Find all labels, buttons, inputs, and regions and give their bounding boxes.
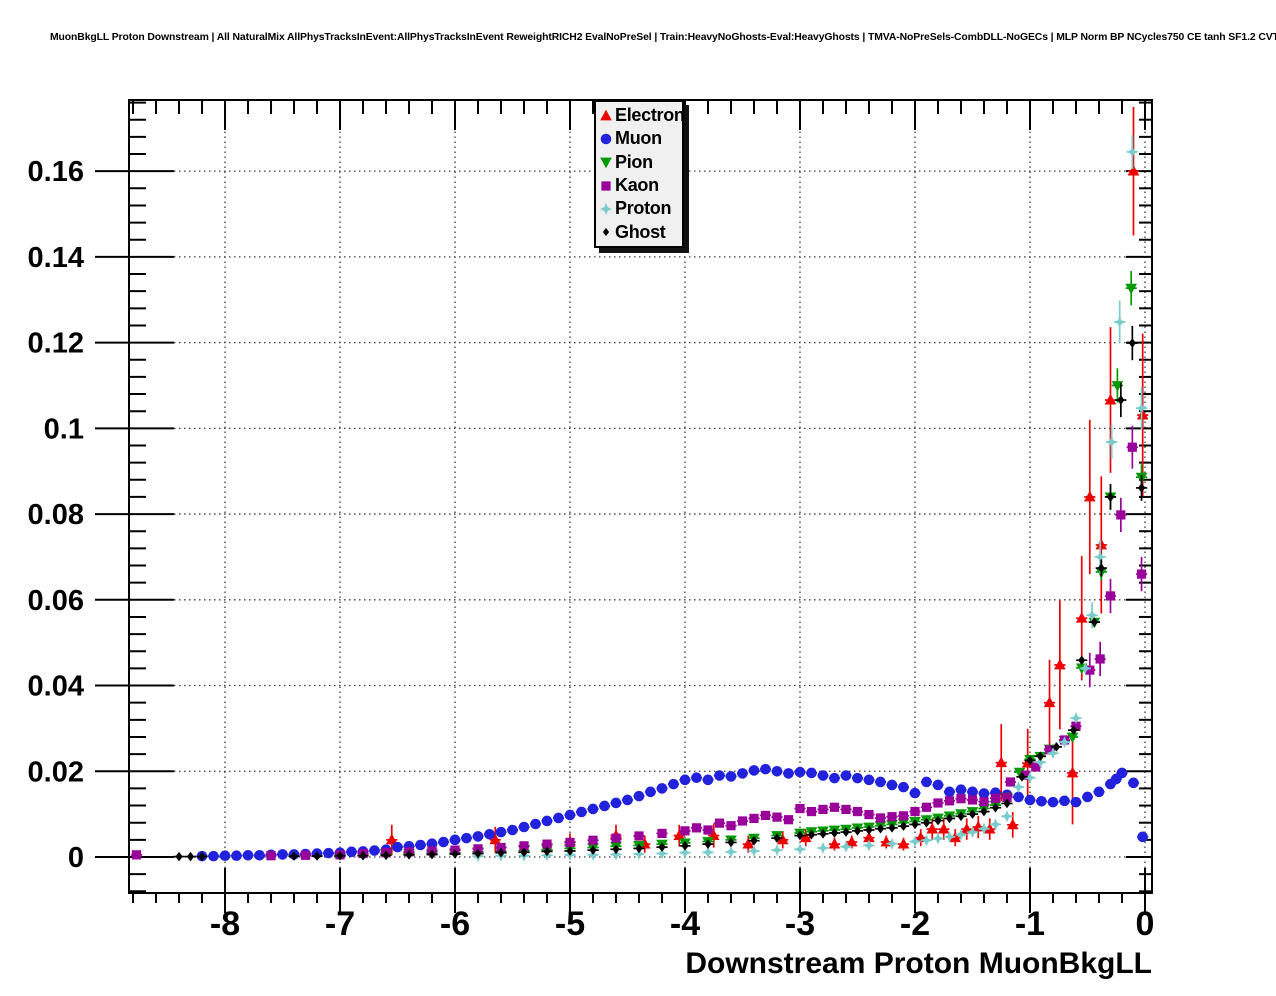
y-tick-label: 0.08	[28, 499, 84, 531]
x-tick-label: 0	[1136, 905, 1155, 943]
triangle-up-marker-icon	[600, 109, 612, 121]
diamond-marker-icon	[602, 228, 610, 237]
x-axis-title: Downstream Proton MuonBkgLL	[685, 947, 1152, 980]
x-tick-label: -8	[210, 905, 240, 943]
legend-label: Ghost	[615, 221, 666, 242]
y-tick-label: 0	[68, 842, 84, 874]
y-tick-label: 0.12	[28, 328, 84, 360]
x-tick-label: -4	[670, 905, 700, 943]
legend-item-pion: Pion	[598, 151, 682, 173]
axis-ticks	[95, 100, 1152, 913]
y-tick-label: 0.1	[44, 413, 84, 445]
series-muon	[196, 763, 1149, 862]
square-marker-icon	[601, 181, 611, 191]
legend-label: Muon	[615, 128, 662, 149]
legend-label: Kaon	[615, 175, 659, 196]
x-tick-label: -2	[900, 905, 930, 943]
y-tick-label: 0.06	[28, 585, 84, 617]
gridlines	[174, 100, 1152, 868]
star-marker-icon	[600, 202, 612, 215]
circle-marker-icon	[600, 133, 612, 145]
series-ghost	[173, 325, 1148, 862]
triangle-down-marker-icon	[600, 157, 612, 169]
x-tick-label: -5	[555, 905, 585, 943]
y-tick-label: 0.16	[28, 156, 84, 188]
legend-item-proton: Proton	[598, 198, 682, 220]
x-tick-label: -1	[1015, 905, 1045, 943]
series-kaon	[130, 425, 1148, 861]
y-tick-label: 0.02	[28, 756, 84, 788]
legend-item-electron: Electron	[598, 105, 685, 127]
plot-title: MuonBkgLL Proton Downstream | All Natura…	[50, 32, 1276, 43]
legend-item-kaon: Kaon	[598, 175, 682, 197]
x-tick-label: -7	[325, 905, 355, 943]
legend-label: Pion	[615, 151, 653, 172]
series-proton	[472, 134, 1148, 863]
y-tick-label: 0.04	[28, 671, 84, 703]
legend-label: Proton	[615, 198, 672, 219]
x-tick-label: -6	[440, 905, 470, 943]
legend: Electron Muon Pion Kaon Proton Ghost	[594, 100, 685, 248]
y-tick-label: 0.14	[28, 242, 84, 274]
legend-item-ghost: Ghost	[598, 221, 682, 243]
legend-item-muon: Muon	[598, 128, 682, 150]
legend-label: Electron	[615, 105, 685, 126]
x-tick-label: -3	[785, 905, 815, 943]
axis-labels: 0 0.02 0.04 0.06 0.08 0.1 0.12 0.14 0.16 -8 -7 -6 -5…	[28, 156, 1155, 980]
